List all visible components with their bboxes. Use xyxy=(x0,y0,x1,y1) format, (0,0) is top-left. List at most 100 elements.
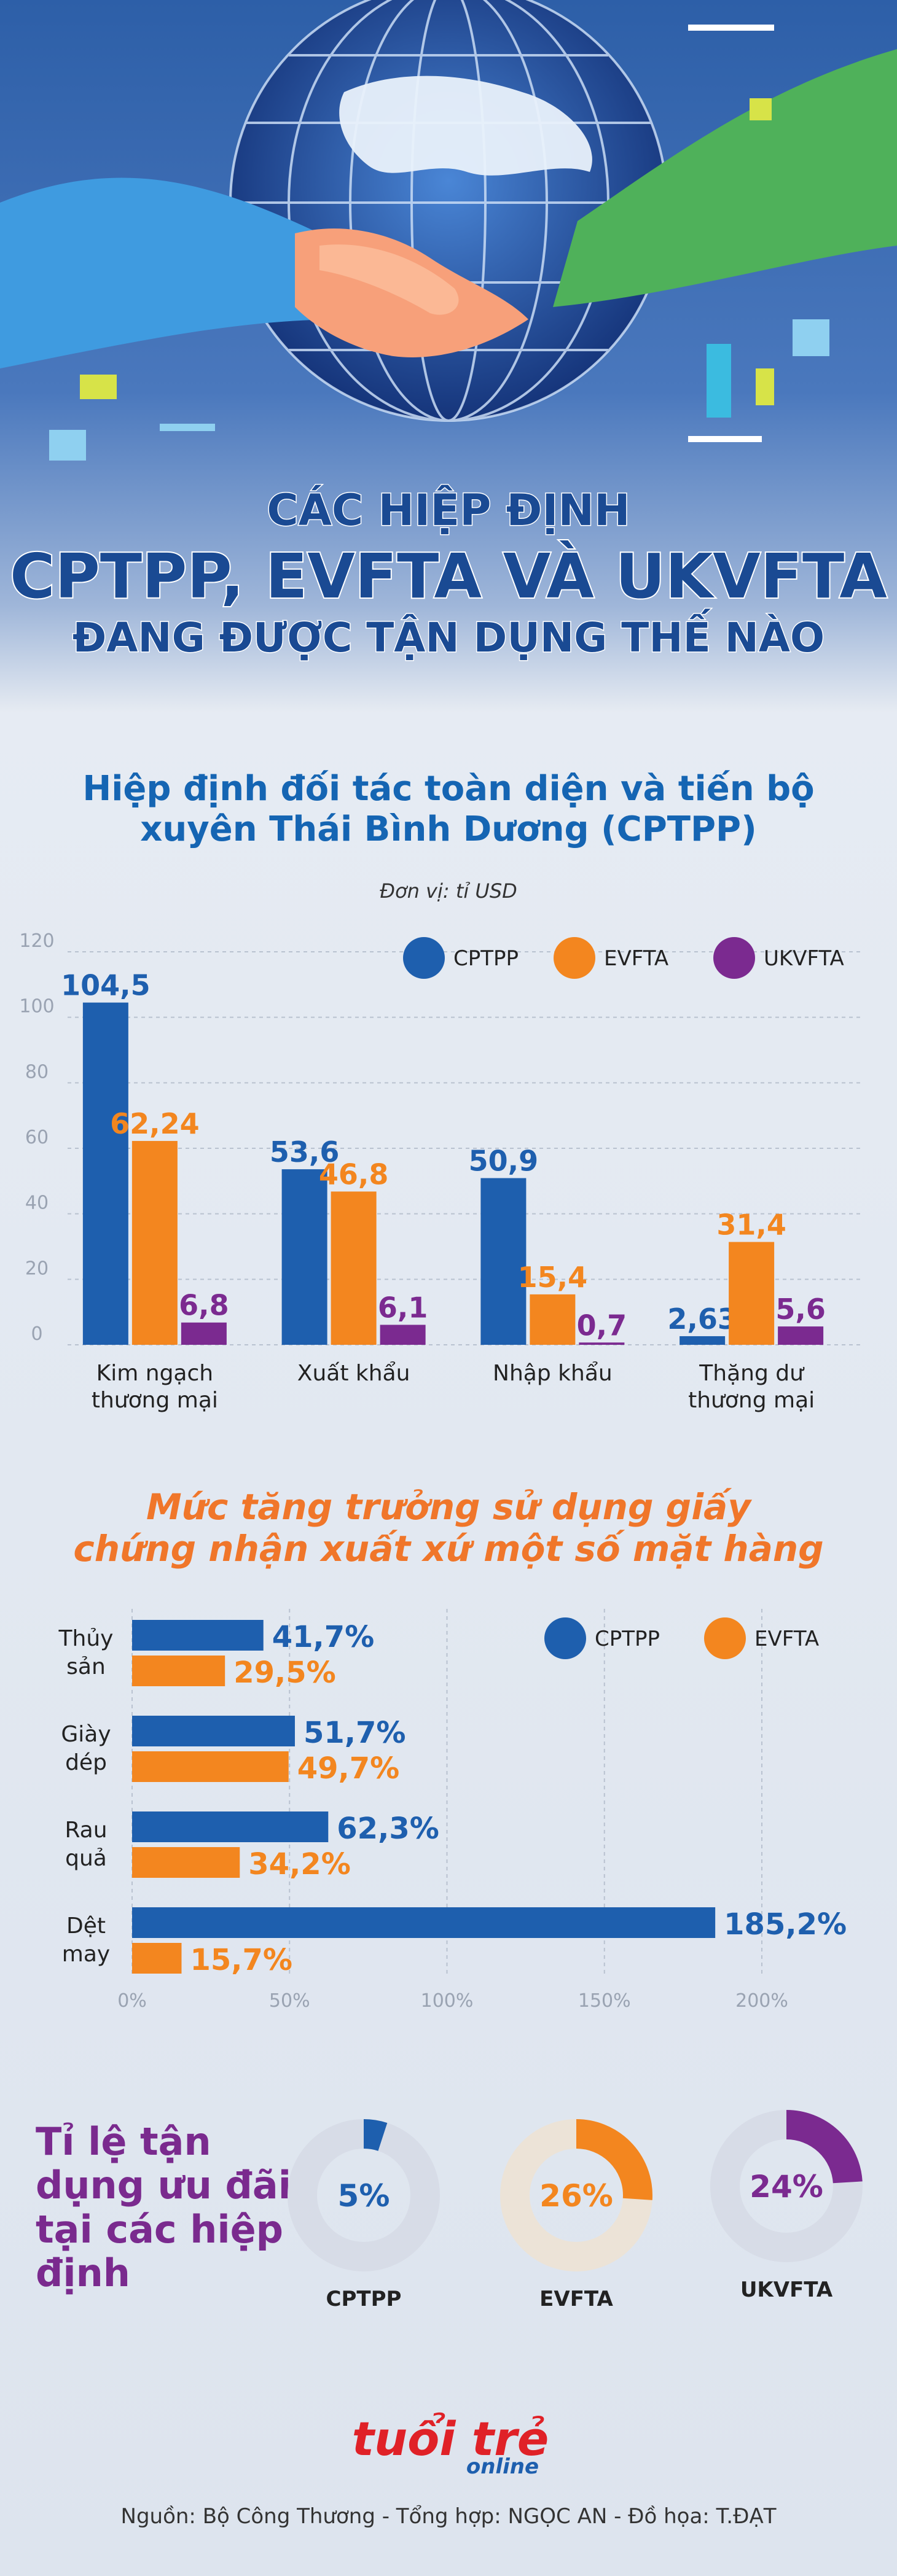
legend-dot-cptpp xyxy=(544,1617,586,1659)
source-footer: Nguồn: Bộ Công Thương - Tổng hợp: NGỌC A… xyxy=(120,2504,777,2529)
bar-evfta xyxy=(331,1191,377,1345)
y-tick-label: 120 xyxy=(19,930,54,952)
tuoi-tre-logo: tuổi trẻ online xyxy=(352,2412,549,2479)
donut-slice-ukvfta xyxy=(710,2110,863,2262)
bar-chart-title-line-1: Hiệp định đối tác toàn diện và tiến bộ xyxy=(82,769,815,809)
data-label: 15,7% xyxy=(190,1943,292,1977)
legend-dot-cptpp xyxy=(403,937,445,979)
x-tick-label: 150% xyxy=(578,1990,631,2012)
category-label: Giày xyxy=(61,1722,111,1747)
logo-sub-text: online xyxy=(466,2454,539,2479)
hbar-evfta xyxy=(132,1943,182,1974)
hbar-evfta xyxy=(132,1656,225,1686)
data-label: 62,3% xyxy=(337,1811,439,1846)
data-label: 0,7 xyxy=(577,1309,627,1342)
bar-chart-title: Hiệp định đối tác toàn diện và tiến bộ x… xyxy=(0,769,897,850)
donut-slice-evfta xyxy=(500,2119,652,2271)
bar-ukvfta xyxy=(380,1325,426,1345)
data-label: 2,63 xyxy=(667,1302,737,1336)
x-tick-label: 50% xyxy=(269,1990,310,2012)
unit-label: Đơn vị: tỉ USD xyxy=(380,879,517,903)
data-label: 6,8 xyxy=(179,1289,229,1322)
y-tick-label: 40 xyxy=(25,1193,49,1214)
hbar-cptpp xyxy=(132,1811,329,1842)
bar-evfta xyxy=(530,1294,576,1345)
category-label: may xyxy=(62,1942,110,1967)
bar-cptpp xyxy=(281,1169,327,1345)
category-label: Thặng dư xyxy=(699,1361,805,1386)
bar-ukvfta xyxy=(579,1342,625,1345)
hbar-cptpp xyxy=(132,1620,264,1651)
growth-chart-title-line-1: Mức tăng trưởng sử dụng giấy xyxy=(146,1486,751,1528)
hbar-evfta xyxy=(132,1847,240,1878)
bar-evfta xyxy=(729,1242,775,1345)
y-tick-label: 20 xyxy=(25,1258,49,1279)
title-line-2: CPTPP, EVFTA VÀ UKVFTA xyxy=(9,539,888,613)
title-line-3: ĐANG ĐƯỢC TẬN DỤNG THẾ NÀO xyxy=(71,613,825,663)
category-label: Dệt xyxy=(66,1913,106,1939)
data-label: 104,5 xyxy=(61,969,151,1002)
category-label: dép xyxy=(65,1750,107,1775)
data-label: 53,6 xyxy=(270,1135,340,1169)
category-label: sản xyxy=(66,1654,106,1679)
hbar-cptpp xyxy=(132,1907,716,1938)
legend-label: CPTPP xyxy=(453,946,519,971)
data-label: 46,8 xyxy=(319,1158,389,1191)
legend-dot-evfta xyxy=(704,1617,746,1659)
bar-ukvfta xyxy=(778,1326,824,1345)
x-tick-label: 0% xyxy=(117,1990,147,2012)
data-label: 15,4 xyxy=(518,1261,588,1294)
growth-bar-chart: 0% 50% 100% 150% 200% 41,7%29,5% Thủy sản 51,7%4… xyxy=(58,1609,847,2012)
title-line-1: CÁC HIỆP ĐỊNH xyxy=(266,484,631,537)
category-label: thương mại xyxy=(92,1388,218,1413)
data-label: 41,7% xyxy=(272,1620,375,1654)
hbar-evfta xyxy=(132,1751,289,1782)
growth-chart-title: Mức tăng trưởng sử dụng giấy chứng nhận … xyxy=(0,1486,897,1570)
x-tick-label: 100% xyxy=(421,1990,474,2012)
legend-dot-evfta xyxy=(554,937,595,979)
y-tick-label: 0 xyxy=(31,1323,42,1345)
donut-label: EVFTA xyxy=(539,2287,613,2311)
donut-value: 24% xyxy=(750,2169,823,2204)
legend-label: EVFTA xyxy=(754,1627,819,1651)
category-label: Thủy xyxy=(58,1626,114,1651)
y-tick-label: 60 xyxy=(25,1127,49,1148)
legend-label: CPTPP xyxy=(595,1627,660,1651)
data-label: 49,7% xyxy=(297,1751,400,1786)
data-label: 34,2% xyxy=(248,1847,351,1881)
handshake-globe-illustration xyxy=(0,0,897,461)
category-label: Rau xyxy=(65,1818,107,1843)
y-tick-label: 80 xyxy=(25,1061,49,1083)
category-label: Kim ngạch xyxy=(96,1361,213,1386)
data-label: 51,7% xyxy=(304,1716,406,1750)
logo-main-text: tuổi trẻ xyxy=(352,2412,549,2466)
bar-cptpp xyxy=(82,1002,128,1345)
legend-dot-ukvfta xyxy=(713,937,755,979)
donut-value: 26% xyxy=(539,2178,613,2214)
data-label: 31,4 xyxy=(716,1208,786,1242)
legend-label: EVFTA xyxy=(604,946,668,971)
donut-label: UKVFTA xyxy=(740,2278,833,2302)
bar-chart-title-line-2: xuyên Thái Bình Dương (CPTPP) xyxy=(140,809,757,850)
x-tick-label: 200% xyxy=(735,1990,788,2012)
data-label: 5,6 xyxy=(775,1293,826,1326)
legend-label: UKVFTA xyxy=(764,946,844,971)
bar-cptpp xyxy=(680,1336,726,1345)
bar-ukvfta xyxy=(181,1322,227,1345)
donut-slice-cptpp xyxy=(288,2119,440,2271)
hbar-cptpp xyxy=(132,1716,295,1746)
bar-evfta xyxy=(131,1141,178,1345)
data-label: 29,5% xyxy=(233,1656,336,1690)
category-label: quả xyxy=(65,1846,107,1871)
y-tick-label: 100 xyxy=(19,996,54,1018)
category-label: Nhập khẩu xyxy=(493,1361,613,1386)
data-label: 6,1 xyxy=(378,1291,428,1324)
donut-value: 5% xyxy=(338,2178,390,2214)
donut-label: CPTPP xyxy=(326,2287,402,2311)
category-label: thương mại xyxy=(688,1388,815,1413)
data-label: 50,9 xyxy=(469,1145,539,1178)
utilization-title: Tỉ lệ tận dụng ưu đãi tại các hiệp định xyxy=(36,2119,291,2295)
data-label: 185,2% xyxy=(724,1907,847,1942)
